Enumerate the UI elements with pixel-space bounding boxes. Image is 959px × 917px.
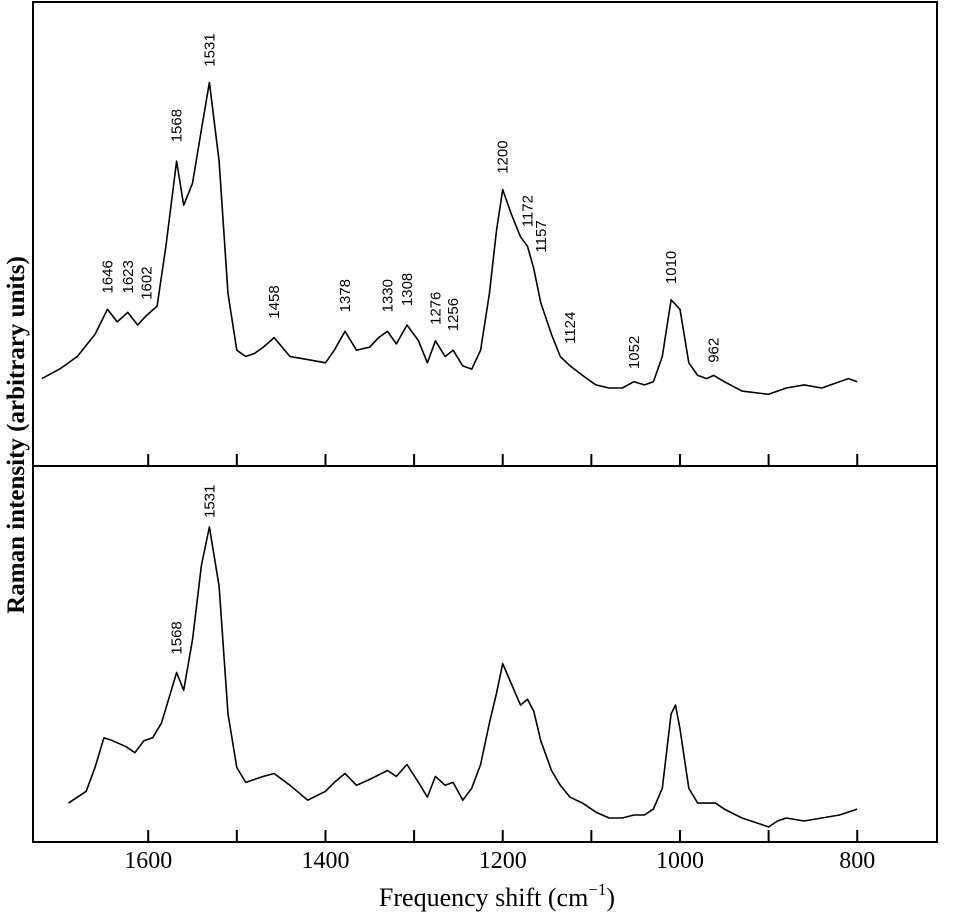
top-peak-label-1052: 1052 xyxy=(626,336,643,369)
top-peak-label-1256: 1256 xyxy=(445,298,462,331)
top-peak-label-1308: 1308 xyxy=(399,273,416,306)
bottom-panel-ticks xyxy=(147,830,859,842)
x-tick-label-1400: 1400 xyxy=(301,848,349,874)
top-peak-label-1172: 1172 xyxy=(520,195,537,227)
top-peak-label-1330: 1330 xyxy=(380,279,397,312)
top-peak-label-1378: 1378 xyxy=(337,279,354,312)
top-peak-label-1623: 1623 xyxy=(120,260,137,293)
x-tick-label-1200: 1200 xyxy=(479,848,527,874)
bottom-spectrum-line xyxy=(68,526,858,828)
bottom-panel: 1568 1531 xyxy=(68,485,858,828)
top-peak-label-1200: 1200 xyxy=(495,140,512,173)
top-peak-labels: 1646 1623 1602 1568 1531 1458 1378 1330 1308 1276… xyxy=(99,33,722,369)
top-peak-label-1276: 1276 xyxy=(427,292,444,325)
top-spectrum-line xyxy=(41,81,858,396)
top-peak-label-1157: 1157 xyxy=(533,220,550,252)
top-panel: 1646 1623 1602 1568 1531 1458 1378 1330 1308 1276… xyxy=(41,33,858,396)
plot-frame xyxy=(32,1,938,843)
top-panel-ticks xyxy=(147,454,859,466)
bottom-peak-labels: 1568 1531 xyxy=(169,485,219,655)
top-peak-label-1568: 1568 xyxy=(169,109,186,142)
bottom-peak-label-1531: 1531 xyxy=(201,485,218,518)
x-tick-labels: 1600 1400 1200 1000 800 xyxy=(124,848,875,874)
top-peak-label-962: 962 xyxy=(706,338,723,363)
x-tick-label-800: 800 xyxy=(839,848,875,874)
x-tick-label-1600: 1600 xyxy=(124,848,172,874)
top-peak-label-1531: 1531 xyxy=(201,33,218,66)
y-axis-title: Raman intensity (arbitrary units) xyxy=(3,256,30,614)
x-axis-title: Frequency shift (cm−1) xyxy=(379,880,615,912)
x-tick-label-1000: 1000 xyxy=(656,848,704,874)
top-peak-label-1602: 1602 xyxy=(138,266,155,299)
bottom-peak-label-1568: 1568 xyxy=(169,621,186,654)
top-peak-label-1646: 1646 xyxy=(99,260,116,293)
top-peak-label-1010: 1010 xyxy=(663,251,680,284)
top-peak-label-1458: 1458 xyxy=(266,285,283,318)
top-peak-label-1124: 1124 xyxy=(562,312,579,344)
